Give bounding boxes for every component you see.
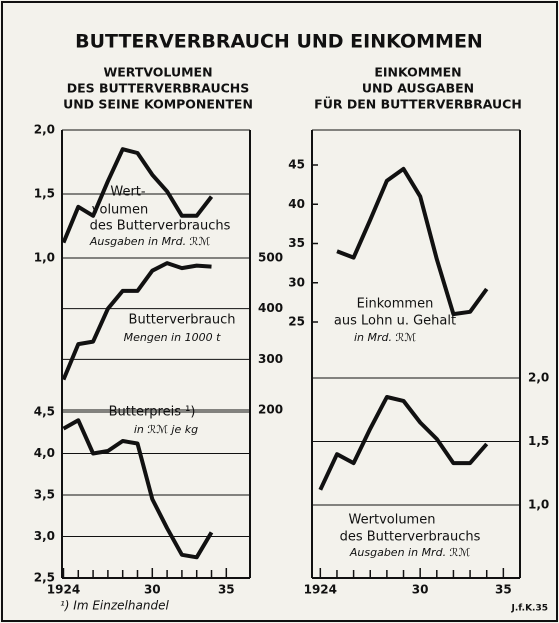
series-label: Butterverbrauch bbox=[129, 313, 236, 328]
footnote: ¹) Im Einzelhandel bbox=[60, 599, 169, 613]
subtitle: UND SEINE KOMPONENTEN bbox=[63, 97, 253, 112]
x-tick-label: 30 bbox=[412, 583, 429, 597]
data-line bbox=[62, 418, 214, 560]
y2-tick-label: 2,0 bbox=[528, 371, 549, 385]
series-label: Einkommen bbox=[357, 297, 434, 312]
subtitle: FÜR DEN BUTTERVERBRAUCH bbox=[314, 97, 522, 112]
x-tick-label: 30 bbox=[144, 583, 161, 597]
y-tick-label: 40 bbox=[288, 197, 305, 211]
y2-tick-label: 500 bbox=[258, 251, 283, 265]
subtitle: WERTVOLUMEN bbox=[103, 65, 212, 80]
series-label: des Butterverbrauchs bbox=[340, 530, 481, 545]
y2-tick-label: 200 bbox=[258, 403, 283, 417]
y-tick-label: 1,5 bbox=[34, 187, 55, 201]
y-tick-label: 35 bbox=[288, 236, 305, 250]
y-tick-label: 2,0 bbox=[34, 123, 55, 137]
subtitle: EINKOMMEN bbox=[374, 65, 461, 80]
data-line bbox=[61, 261, 212, 381]
series-label: Wertvolumen bbox=[349, 513, 436, 528]
y-tick-label: 25 bbox=[288, 315, 305, 329]
data-line bbox=[61, 147, 214, 244]
series-label: Butterpreis ¹) bbox=[109, 405, 196, 420]
y2-tick-label: 1,5 bbox=[528, 434, 549, 448]
y-tick-label: 2,5 bbox=[34, 571, 55, 585]
series-label: in ℛℳ je kg bbox=[134, 423, 198, 436]
y-tick-label: 30 bbox=[288, 275, 305, 289]
chart-title: BUTTERVERBRAUCH UND EINKOMMEN bbox=[75, 31, 483, 53]
data-line bbox=[336, 166, 489, 317]
series-label: des Butterverbrauchs bbox=[90, 219, 231, 234]
subtitle: UND AUSGABEN bbox=[362, 81, 474, 96]
series-label: Ausgaben in Mrd. ℛℳ bbox=[349, 546, 470, 559]
series-label: Wert- bbox=[110, 185, 146, 200]
series-label: aus Lohn u. Gehalt bbox=[334, 314, 456, 329]
series-label: Ausgaben in Mrd. ℛℳ bbox=[89, 235, 210, 248]
y-tick-label: 45 bbox=[288, 158, 305, 172]
x-tick-label: 35 bbox=[495, 583, 512, 597]
y-tick-label: 4,5 bbox=[34, 405, 55, 419]
y-tick-label: 3,5 bbox=[34, 488, 55, 502]
y-tick-label: 4,0 bbox=[34, 446, 55, 460]
y-tick-label: 3,0 bbox=[34, 529, 55, 543]
x-tick-label: 1924 bbox=[47, 583, 80, 597]
data-line bbox=[318, 395, 489, 491]
y2-tick-label: 1,0 bbox=[528, 498, 549, 512]
x-tick-label: 1924 bbox=[304, 583, 337, 597]
y2-tick-label: 400 bbox=[258, 301, 283, 315]
series-label: in Mrd. ℛℳ bbox=[354, 331, 416, 344]
x-tick-label: 35 bbox=[218, 583, 235, 597]
subtitle: DES BUTTERVERBRAUCHS bbox=[67, 81, 250, 96]
credit: J.f.K.35 bbox=[510, 604, 548, 614]
y-tick-label: 1,0 bbox=[34, 251, 55, 265]
series-label: volumen bbox=[92, 203, 148, 218]
y2-tick-label: 300 bbox=[258, 352, 283, 366]
series-label: Mengen in 1000 t bbox=[124, 331, 221, 344]
